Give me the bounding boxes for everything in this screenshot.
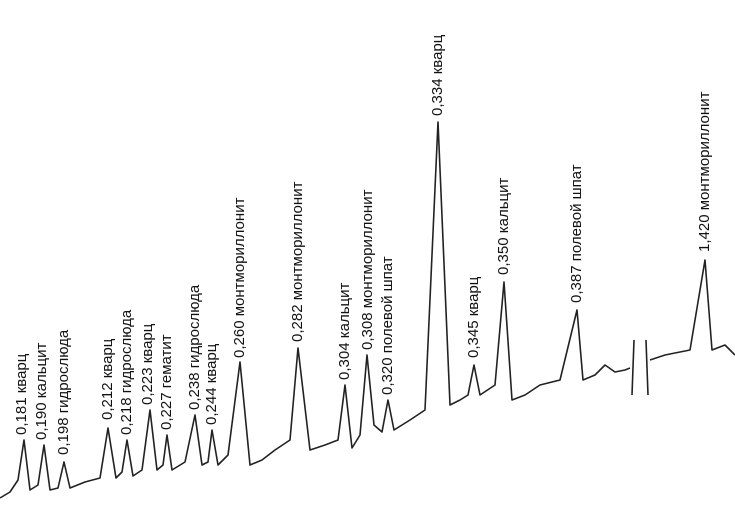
peak-label: 0,218 гидрослюда bbox=[118, 309, 135, 435]
peak-label: 0,350 кальцит bbox=[495, 178, 512, 275]
peak-labels: 0,181 кварц 0,190 кальцит 0,198 гидрослюда… bbox=[13, 34, 713, 455]
peak-label: 0,345 кварц bbox=[465, 276, 482, 358]
peak-label: 0,223 кварц bbox=[139, 323, 156, 405]
peak-label: 0,238 гидрослюда bbox=[186, 284, 203, 410]
peak-label: 0,308 монтмориллонит bbox=[359, 189, 376, 350]
peak-label: 0,387 полевой шпат bbox=[568, 164, 585, 303]
peak-label: 0,181 кварц bbox=[13, 353, 30, 435]
trace bbox=[0, 121, 631, 499]
peak-label: 0,304 кальцит bbox=[336, 283, 353, 380]
peak-label: 0,282 монтмориллонит bbox=[289, 181, 306, 342]
trace bbox=[649, 259, 735, 361]
peak-label: 0,227 гематит bbox=[158, 334, 175, 430]
peak-label: 0,260 монтмориллонит bbox=[231, 197, 248, 358]
peak-label: 0,320 полевой шпат bbox=[379, 256, 396, 395]
peak-label: 0,244 кварц bbox=[203, 343, 220, 425]
peak-label: 0,334 кварц bbox=[429, 34, 446, 116]
axis-break bbox=[631, 339, 649, 396]
peak-label: 0,198 гидрослюда bbox=[55, 329, 72, 455]
peak-label: 1,420 монтмориллонит bbox=[696, 91, 713, 252]
peak-label: 0,212 кварц bbox=[99, 338, 116, 420]
peak-label: 0,190 кальцит bbox=[33, 343, 50, 440]
